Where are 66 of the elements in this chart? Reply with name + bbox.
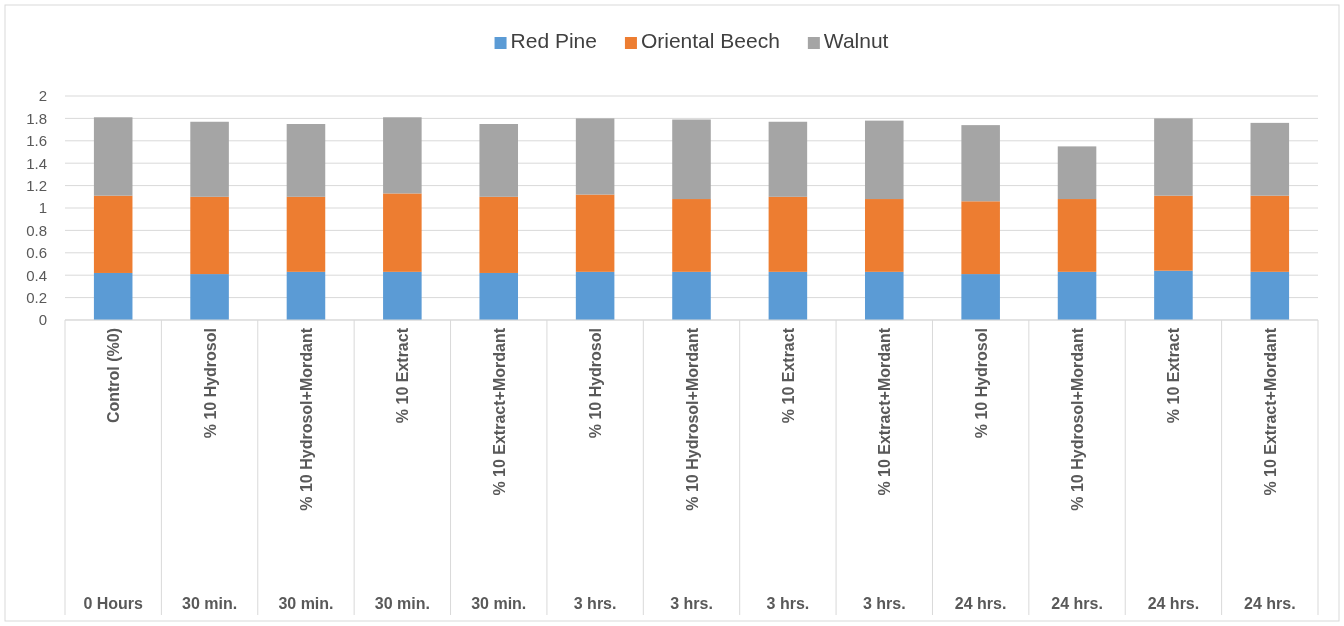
bar [383, 271, 422, 320]
bar [1154, 118, 1193, 196]
bar [1057, 271, 1097, 320]
bar [768, 271, 808, 320]
category-label: % 10 Extract+Mordant 30 min. [471, 328, 527, 612]
legend-label: Oriental Beech [640, 29, 780, 52]
bar [672, 119, 711, 200]
y-tick-label: 1.6 [26, 132, 47, 150]
category-label: Control (%0) 0 Hours [83, 328, 143, 612]
y-tick-label: 1.8 [26, 109, 47, 127]
category-label: % 10 Extract+Mordant 3 hrs. [862, 328, 906, 612]
bar [575, 194, 615, 272]
bar [768, 121, 808, 197]
bar [864, 120, 904, 200]
category-label: % 10 Extract 24 hrs. [1147, 328, 1200, 612]
legend-label: Walnut [823, 29, 889, 52]
bar [479, 272, 519, 320]
bar [768, 196, 808, 272]
category-label: % 10 Extract 30 min. [374, 328, 430, 612]
bar [1250, 122, 1290, 196]
bar [575, 118, 615, 195]
bar [93, 195, 133, 273]
category-label: % 10 Hydrosol+Mordant 3 hrs. [670, 328, 713, 612]
category-label: % 10 Hydrosol 3 hrs. [573, 328, 617, 612]
bar [479, 124, 519, 197]
bar [479, 196, 519, 273]
y-tick-label: 0 [38, 311, 47, 329]
bar [672, 271, 711, 320]
category-label: % 10 Hydrosol 30 min. [182, 328, 238, 612]
bar [1154, 195, 1193, 271]
legend-label: Red Pine [510, 29, 597, 52]
bar [1250, 195, 1290, 272]
bar [864, 199, 904, 272]
y-tick-label: 1.2 [26, 176, 47, 194]
y-tick-label: 0.8 [26, 221, 47, 239]
bar [383, 117, 422, 194]
bar [1057, 199, 1097, 272]
y-tick-label: 0.2 [26, 288, 47, 306]
bar [286, 196, 326, 272]
category-label: % 10 Extract+Mordant 24 hrs. [1244, 328, 1296, 612]
category-label: % 10 Hydrosol+Mordant 24 hrs. [1051, 328, 1103, 612]
category-label: % 10 Hydrosol+Mordant 30 min. [278, 328, 334, 612]
category-label: % 10 Hydrosol 24 hrs. [954, 328, 1007, 612]
bar [93, 272, 133, 320]
y-tick-label: 2 [38, 87, 47, 105]
bar [286, 271, 326, 320]
bar [575, 271, 615, 320]
bar [190, 196, 229, 275]
y-tick-label: 0.4 [26, 266, 47, 284]
bar [383, 193, 422, 272]
bar [961, 201, 1000, 275]
y-tick-label: 0.6 [26, 244, 47, 262]
bar [672, 199, 711, 272]
bar [961, 125, 1000, 202]
bar [1154, 270, 1193, 320]
y-tick-label: 1.4 [26, 154, 47, 172]
bar [190, 121, 229, 197]
category-label: % 10 Extract 3 hrs. [766, 328, 810, 612]
bar [1250, 271, 1290, 320]
bar [93, 117, 133, 196]
bar [864, 271, 904, 320]
bar [1057, 146, 1097, 200]
bar [961, 274, 1000, 320]
bar [286, 124, 326, 197]
bar [190, 274, 229, 320]
y-tick-label: 1 [38, 199, 47, 217]
